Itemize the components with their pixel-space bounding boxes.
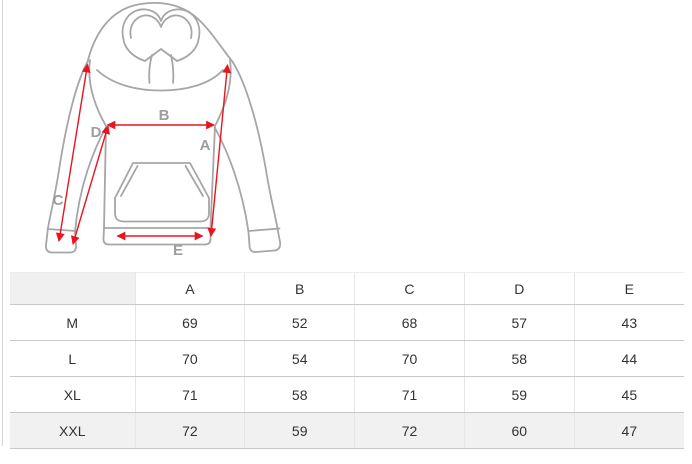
value-cell: 70 [354,340,465,377]
size-table-corner-cell [10,272,135,305]
value-cell: 59 [244,412,355,449]
measurement-label-e: E [173,242,183,259]
value-cell: 45 [573,376,684,413]
value-cell: 47 [573,412,684,449]
measurement-arrow-a [207,64,232,237]
table-row-xxl: XXL 72 59 72 60 47 [10,412,684,449]
size-table-col-e: E [573,272,684,305]
size-cell: L [10,340,135,377]
hoodie-pocket-seams [120,165,204,197]
size-table-col-b: B [244,272,355,305]
value-cell: 71 [354,376,465,413]
value-cell: 43 [573,304,684,341]
size-table: A B C D E M 69 52 68 57 43 L 70 54 70 58 [10,272,684,449]
table-row-xl: XL 71 58 71 59 45 [10,376,684,413]
size-table-col-d: D [463,272,575,305]
value-cell: 72 [134,412,245,449]
measurement-label-a: A [200,137,211,154]
size-cell: M [10,304,135,341]
measurement-label-b: B [159,107,170,124]
hoodie-pocket [114,162,210,223]
measurement-label-d: D [91,124,102,141]
size-cell: XL [10,376,135,413]
measurement-labels: A B C D E [53,107,211,259]
value-cell: 59 [463,376,575,413]
measurement-label-c: C [53,192,64,209]
value-cell: 57 [463,304,575,341]
measurement-arrows [55,63,232,245]
value-cell: 60 [463,412,575,449]
hoodie-drawstring-left [148,54,153,84]
size-table-header-row: A B C D E [10,272,684,305]
hoodie-hood-outer [87,1,233,62]
size-table-col-c: C [354,272,465,305]
value-cell: 54 [244,340,355,377]
hoodie-right-cuff-seam [248,227,281,232]
value-cell: 52 [244,304,355,341]
hoodie-collar-drape [96,69,224,92]
value-cell: 58 [244,376,355,413]
hoodie-left-sleeve [45,60,107,254]
value-cell: 70 [134,340,245,377]
hoodie-drawstring-right [170,54,175,84]
size-table-col-a: A [134,272,245,305]
value-cell: 44 [573,340,684,377]
hoodie-hood-opening-inner [129,14,193,39]
value-cell: 69 [134,304,245,341]
table-row-l: L 70 54 70 58 44 [10,340,684,377]
measurement-arrow-c [55,63,91,242]
value-cell: 71 [134,376,245,413]
page-left-border [2,0,3,446]
hoodie-right-sleeve [214,60,282,253]
table-row-m: M 69 52 68 57 43 [10,304,684,341]
hoodie-hood-opening [121,8,201,62]
hoodie-measurement-diagram: A B C D E [45,1,282,259]
size-cell: XXL [10,412,135,449]
value-cell: 58 [463,340,575,377]
value-cell: 72 [354,412,465,449]
value-cell: 68 [354,304,465,341]
size-table-header: A B C D E [10,272,684,305]
measurement-arrow-d [71,125,110,245]
